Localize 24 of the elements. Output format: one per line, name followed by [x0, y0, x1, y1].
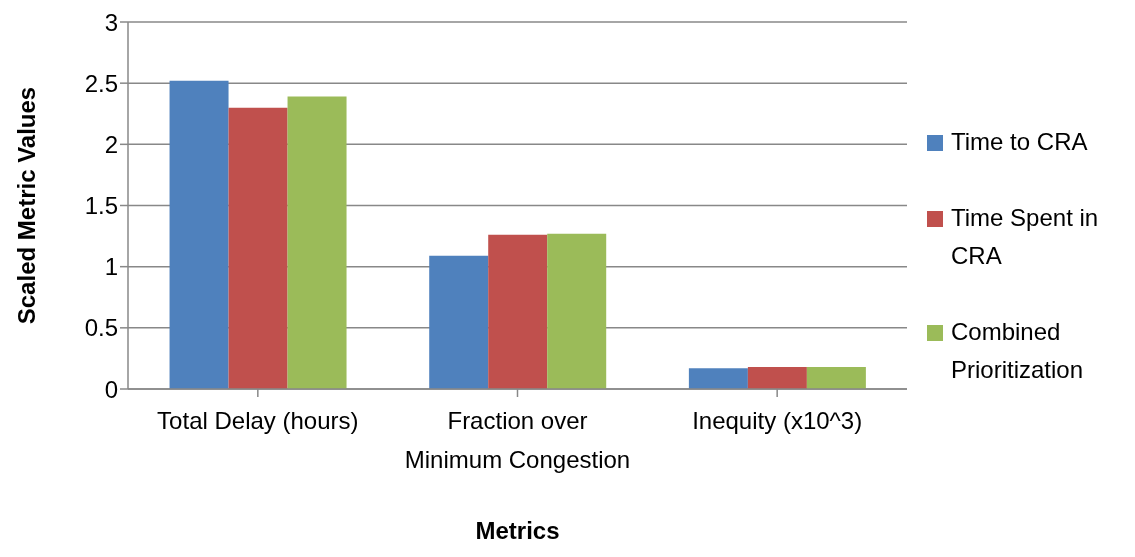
- bar: [429, 255, 489, 389]
- legend-label: Time to CRA: [951, 126, 1088, 157]
- bar: [688, 368, 748, 389]
- legend-label: Combined Prioritization: [951, 316, 1085, 385]
- y-tick-label: 2: [104, 130, 118, 158]
- y-tick-label: 1.5: [84, 192, 118, 220]
- bar: [488, 234, 548, 389]
- x-tick-label: Total Delay (hours): [157, 407, 359, 434]
- bar: [287, 96, 347, 389]
- bar: [806, 366, 866, 389]
- y-tick-label: 0.5: [84, 314, 118, 342]
- y-tick-label: 2.5: [84, 69, 118, 97]
- y-tick-label: 0: [104, 375, 118, 403]
- bar: [547, 233, 607, 389]
- x-tick-label: Inequity (x10^3): [692, 407, 863, 434]
- bar: [169, 80, 229, 389]
- y-tick-label: 1: [104, 253, 118, 281]
- bar: [747, 366, 807, 389]
- y-tick-label: 3: [104, 8, 118, 36]
- y-axis-title: Scaled Metric Values: [12, 86, 40, 325]
- x-tick-label: Fraction over Minimum Congestion: [404, 407, 631, 473]
- bar: [228, 107, 288, 389]
- legend-label: Time Spent in CRA: [951, 202, 1100, 271]
- x-axis-title: Metrics: [475, 517, 560, 544]
